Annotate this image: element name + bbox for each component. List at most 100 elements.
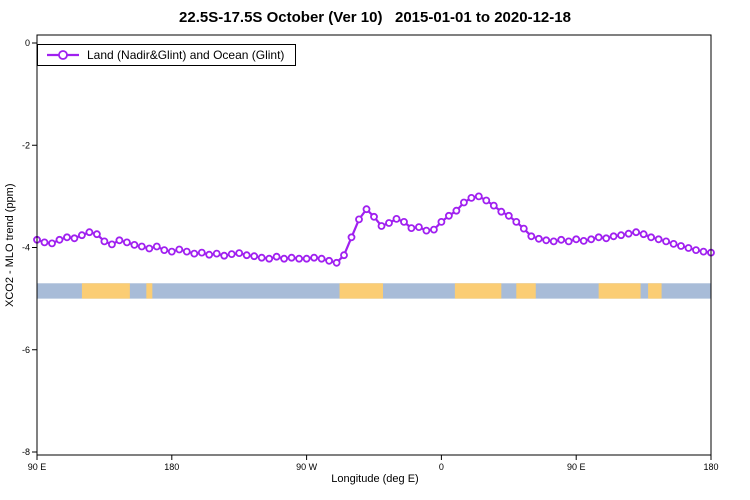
data-point-marker xyxy=(564,237,573,246)
land-band-segment xyxy=(598,283,641,299)
land-band-segment xyxy=(146,283,153,299)
data-point-marker xyxy=(489,201,498,210)
data-point-marker xyxy=(250,252,259,261)
data-point-marker xyxy=(437,217,446,226)
x-tick-label: 180 xyxy=(703,462,718,472)
y-axis-label: XCO2 - MLO trend (ppm) xyxy=(4,183,16,307)
chart-title: 22.5S-17.5S October (Ver 10) 2015-01-01 … xyxy=(179,9,571,26)
data-point-marker xyxy=(272,252,281,261)
x-tick-label: 180 xyxy=(164,462,179,472)
data-point-marker xyxy=(579,236,588,245)
data-point-marker xyxy=(182,247,191,256)
data-point-marker xyxy=(527,232,536,241)
data-point-marker xyxy=(587,235,596,244)
data-point-marker xyxy=(504,211,513,220)
data-point-marker xyxy=(654,235,663,244)
data-point-marker xyxy=(325,256,334,265)
data-point-marker xyxy=(317,254,326,263)
data-point-marker xyxy=(542,236,551,245)
y-tick-label: 0 xyxy=(25,38,30,48)
y-tick-label: -8 xyxy=(22,447,30,457)
data-point-marker xyxy=(280,254,289,263)
data-point-marker xyxy=(662,237,670,246)
data-point-marker xyxy=(310,253,319,262)
data-point-marker xyxy=(115,236,124,245)
x-tick-label: 90 E xyxy=(28,462,47,472)
data-point-marker xyxy=(497,207,506,216)
data-point-marker xyxy=(242,251,251,260)
data-point-marker xyxy=(467,193,476,202)
data-point-marker xyxy=(414,223,423,232)
data-point-marker xyxy=(699,247,708,256)
data-point-marker xyxy=(85,228,94,237)
data-point-marker xyxy=(624,229,633,238)
series-line xyxy=(36,195,712,264)
data-point-marker xyxy=(362,205,371,214)
data-point-marker xyxy=(692,246,700,255)
data-point-marker xyxy=(632,228,640,237)
data-point-marker xyxy=(220,251,229,260)
data-point-marker xyxy=(474,192,483,201)
data-point-marker xyxy=(482,196,491,205)
data-point-marker xyxy=(108,240,116,249)
data-point-marker xyxy=(78,231,86,240)
data-point-marker xyxy=(677,242,685,250)
data-point-marker xyxy=(160,246,169,255)
data-point-marker xyxy=(355,215,363,224)
data-point-marker xyxy=(647,233,655,242)
data-point-marker xyxy=(175,245,184,254)
data-point-marker xyxy=(190,249,199,258)
data-point-marker xyxy=(295,254,304,263)
data-point-marker xyxy=(617,231,625,240)
land-band-segment xyxy=(454,283,502,299)
data-point-marker xyxy=(205,250,214,259)
legend-marker-icon xyxy=(47,50,79,60)
data-point-marker xyxy=(100,237,109,246)
land-band-segment xyxy=(648,283,662,299)
data-point-marker xyxy=(392,214,401,223)
x-tick-label: 90 W xyxy=(296,462,318,472)
data-point-marker xyxy=(377,222,386,230)
data-point-marker xyxy=(212,249,221,258)
data-point-marker xyxy=(519,224,528,233)
data-point-marker xyxy=(407,224,416,233)
data-point-marker xyxy=(557,235,566,244)
data-point-marker xyxy=(265,254,274,263)
legend: Land (Nadir&Glint) and Ocean (Glint) xyxy=(37,44,297,66)
data-point-marker xyxy=(302,254,311,263)
land-band-segment xyxy=(81,283,130,299)
x-tick-label: 0 xyxy=(439,462,444,472)
data-point-marker xyxy=(594,233,603,242)
data-point-marker xyxy=(55,235,64,244)
data-point-marker xyxy=(609,232,618,241)
data-point-marker xyxy=(385,219,393,227)
data-point-marker xyxy=(400,217,408,226)
x-axis-label: Longitude (deg E) xyxy=(331,473,419,485)
data-point-marker xyxy=(152,242,161,251)
data-point-marker xyxy=(235,249,244,258)
data-point-marker xyxy=(459,198,468,207)
land-band-segment xyxy=(339,283,383,299)
data-point-marker xyxy=(549,237,558,246)
data-point-marker xyxy=(287,253,296,262)
legend-label: Land (Nadir&Glint) and Ocean (Glint) xyxy=(87,48,285,62)
data-point-marker xyxy=(340,251,348,260)
y-tick-label: -6 xyxy=(22,345,30,355)
data-point-marker xyxy=(602,234,611,243)
data-point-marker xyxy=(444,211,453,220)
data-point-marker xyxy=(422,226,431,235)
y-tick-label: -2 xyxy=(22,140,30,150)
data-point-marker xyxy=(48,239,56,248)
data-point-marker xyxy=(227,250,236,259)
data-point-marker xyxy=(123,238,131,247)
data-point-marker xyxy=(63,233,71,242)
y-tick-label: -4 xyxy=(22,243,30,253)
data-point-marker xyxy=(684,244,693,252)
data-point-marker xyxy=(512,217,521,226)
plot-border xyxy=(36,34,712,456)
data-point-marker xyxy=(167,247,176,256)
data-point-marker xyxy=(347,233,356,242)
data-point-marker xyxy=(332,258,341,267)
